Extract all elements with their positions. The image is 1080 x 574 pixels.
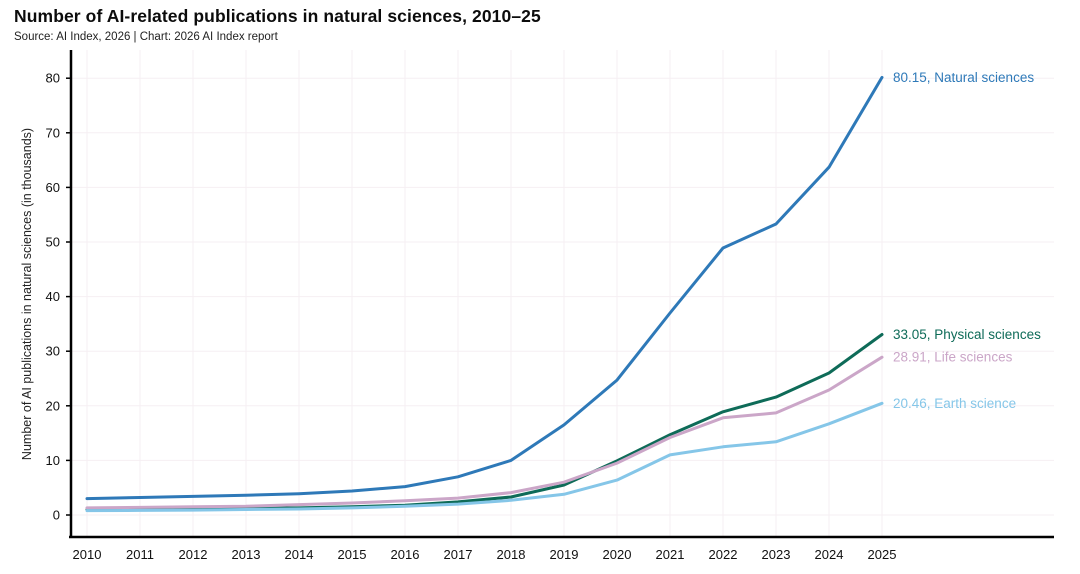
y-tick-label: 20 <box>46 398 60 413</box>
chart-source: Source: AI Index, 2026 | Chart: 2026 AI … <box>14 31 278 43</box>
gridlines <box>71 50 1054 537</box>
series-end-labels: 80.15, Natural sciences 33.05, Physical s… <box>893 70 1041 411</box>
series-line-earth-science <box>85 401 884 513</box>
series-end-label-life-sciences: 28.91, Life sciences <box>893 350 1013 365</box>
y-tick-label: 10 <box>46 453 60 468</box>
x-tick-label: 2011 <box>126 547 154 562</box>
x-tick-label: 2022 <box>709 547 738 562</box>
x-tick-label: 2013 <box>232 547 261 562</box>
x-tick-label: 2012 <box>179 547 208 562</box>
y-tick-label: 30 <box>46 344 60 359</box>
y-tick-label: 70 <box>46 125 60 140</box>
y-tick-label: 60 <box>46 180 60 195</box>
series-line-natural-sciences <box>85 75 884 501</box>
x-tick-label: 2025 <box>868 547 897 562</box>
y-tick-label: 80 <box>46 71 60 86</box>
y-axis-title: Number of AI publications in natural sci… <box>20 128 34 460</box>
series-end-label-earth-science: 20.46, Earth science <box>893 396 1016 411</box>
x-tick-label: 2018 <box>497 547 526 562</box>
page-title: Number of AI-related publications in nat… <box>14 6 541 26</box>
x-tick-label: 2019 <box>550 547 579 562</box>
x-tick-label: 2016 <box>391 547 420 562</box>
x-tick-label: 2010 <box>73 547 102 562</box>
series-lines <box>85 75 884 513</box>
y-tick-label: 40 <box>46 289 60 304</box>
tick-labels: 0 10 20 30 40 50 60 70 80 2010 2011 2012 2013 2014 201… <box>46 71 897 562</box>
axes <box>66 50 1054 539</box>
series-end-label-natural-sciences: 80.15, Natural sciences <box>893 70 1034 85</box>
x-tick-label: 2014 <box>285 547 314 562</box>
x-tick-label: 2024 <box>815 547 844 562</box>
y-tick-label: 50 <box>46 235 60 250</box>
x-tick-label: 2015 <box>338 547 367 562</box>
x-tick-label: 2021 <box>656 547 685 562</box>
x-tick-label: 2023 <box>762 547 791 562</box>
series-line-life-sciences <box>85 355 884 510</box>
x-tick-label: 2020 <box>603 547 632 562</box>
series-end-label-physical-sciences: 33.05, Physical sciences <box>893 327 1041 342</box>
series-line-physical-sciences <box>85 333 884 511</box>
y-tick-label: 0 <box>53 508 60 523</box>
x-tick-label: 2017 <box>444 547 473 562</box>
